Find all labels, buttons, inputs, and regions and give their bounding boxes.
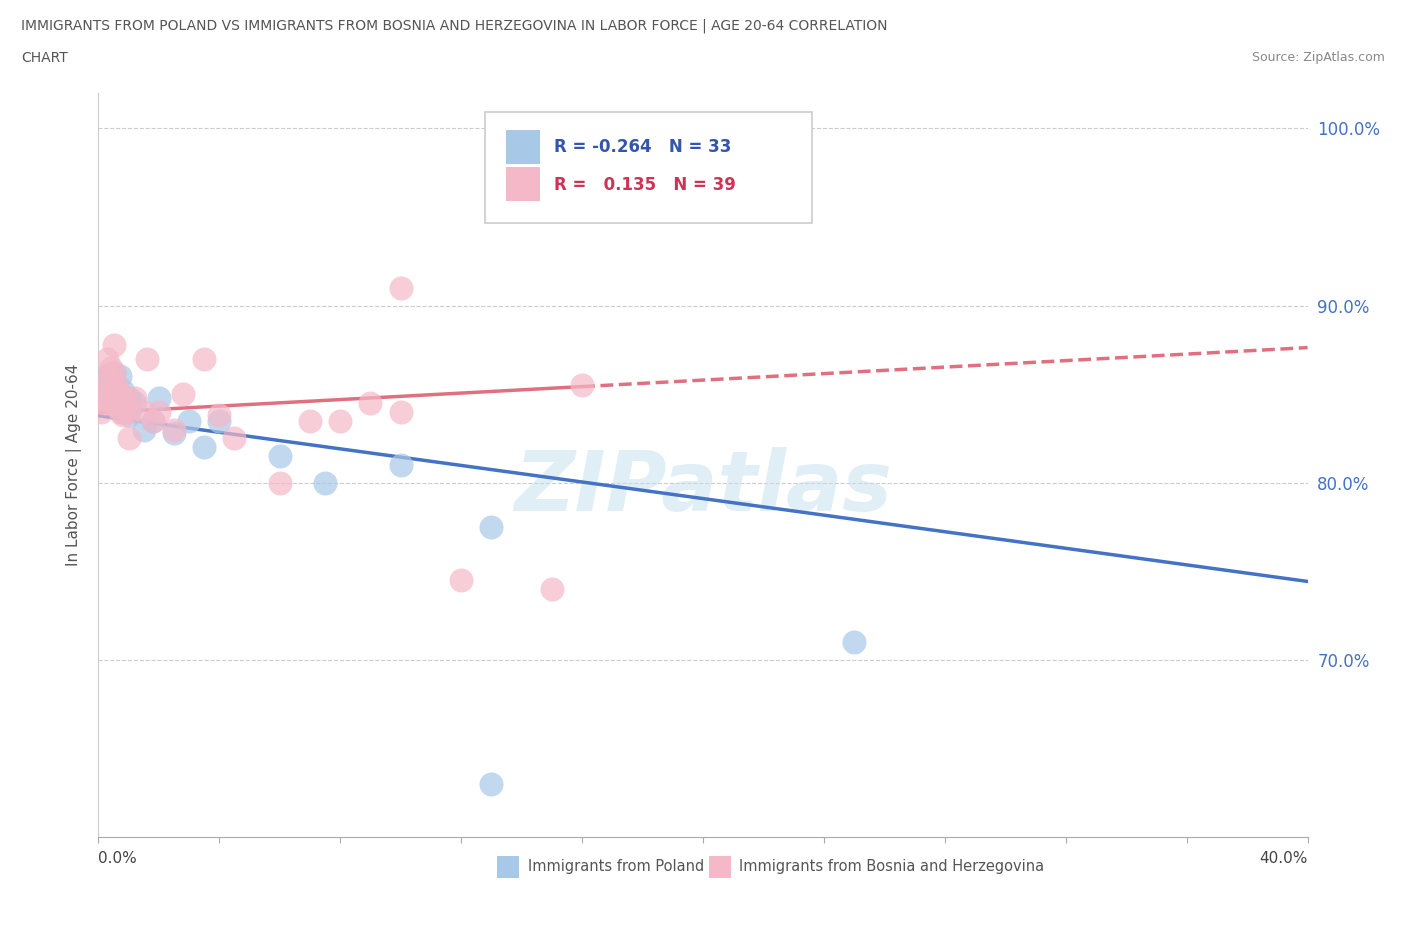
Point (96, 352, 118, 366)
Point (103, 383, 125, 398)
Bar (498, 856, 519, 878)
Point (111, 408, 134, 423)
Text: 40.0%: 40.0% (1260, 851, 1308, 866)
Point (142, 413, 165, 428)
Point (105, 395, 128, 410)
Text: CHART: CHART (21, 51, 67, 65)
Point (148, 405, 170, 419)
Point (329, 413, 352, 428)
Point (224, 431, 246, 445)
Point (124, 395, 146, 410)
Point (163, 426, 186, 441)
Point (132, 405, 155, 419)
Point (96, 369, 118, 384)
Point (105, 392, 128, 407)
Point (389, 458, 412, 472)
Point (360, 395, 382, 410)
Point (208, 413, 231, 428)
Point (96, 379, 118, 394)
Point (100, 387, 122, 402)
Text: Immigrants from Bosnia and Herzegovina: Immigrants from Bosnia and Herzegovina (740, 859, 1045, 874)
Point (93, 378, 115, 392)
Point (844, 634, 866, 649)
Point (111, 405, 134, 419)
Point (96, 387, 118, 402)
Point (103, 391, 125, 405)
Point (299, 413, 322, 428)
Point (118, 431, 141, 445)
Point (90, 378, 112, 392)
Point (172, 387, 194, 402)
Point (269, 448, 291, 463)
Point (105, 378, 128, 392)
Point (193, 352, 215, 366)
Point (103, 365, 125, 380)
Point (179, 413, 201, 428)
Point (389, 405, 412, 419)
Point (124, 391, 146, 405)
FancyBboxPatch shape (485, 112, 811, 223)
Point (100, 376, 122, 391)
Point (105, 378, 128, 392)
Point (481, 777, 503, 791)
Point (96, 369, 118, 384)
Point (111, 383, 134, 398)
Point (108, 405, 131, 419)
Point (314, 475, 336, 490)
Text: ZIPatlas: ZIPatlas (515, 446, 891, 528)
Point (93, 383, 115, 398)
Text: 0.0%: 0.0% (98, 851, 138, 866)
Y-axis label: In Labor Force | Age 20-64: In Labor Force | Age 20-64 (66, 364, 83, 566)
Point (90, 391, 112, 405)
Point (193, 440, 215, 455)
Point (540, 581, 562, 596)
Point (114, 391, 136, 405)
Point (208, 408, 231, 423)
Point (118, 405, 141, 419)
Point (103, 365, 125, 380)
Text: R = -0.264   N = 33: R = -0.264 N = 33 (554, 139, 731, 156)
Point (108, 399, 131, 414)
Point (132, 422, 155, 437)
Point (93, 373, 115, 388)
Text: R =   0.135   N = 39: R = 0.135 N = 39 (554, 176, 737, 193)
Point (108, 387, 131, 402)
Point (135, 352, 157, 366)
Point (100, 395, 122, 410)
Bar (506, 130, 540, 164)
Point (118, 391, 141, 405)
Point (389, 281, 412, 296)
Point (90, 405, 112, 419)
Point (163, 422, 186, 437)
Point (269, 475, 291, 490)
Point (103, 337, 125, 352)
Text: Source: ZipAtlas.com: Source: ZipAtlas.com (1251, 51, 1385, 64)
Text: Immigrants from Poland: Immigrants from Poland (527, 859, 704, 874)
Point (100, 360, 122, 375)
Text: IMMIGRANTS FROM POLAND VS IMMIGRANTS FROM BOSNIA AND HERZEGOVINA IN LABOR FORCE : IMMIGRANTS FROM POLAND VS IMMIGRANTS FRO… (21, 19, 887, 33)
Point (108, 369, 131, 384)
Bar (709, 856, 731, 878)
Point (118, 408, 141, 423)
Point (481, 520, 503, 535)
Point (450, 573, 472, 588)
Point (93, 395, 115, 410)
Bar (506, 167, 540, 201)
Point (142, 413, 165, 428)
Point (571, 378, 593, 392)
Point (148, 391, 170, 405)
Point (100, 373, 122, 388)
Point (103, 381, 125, 396)
